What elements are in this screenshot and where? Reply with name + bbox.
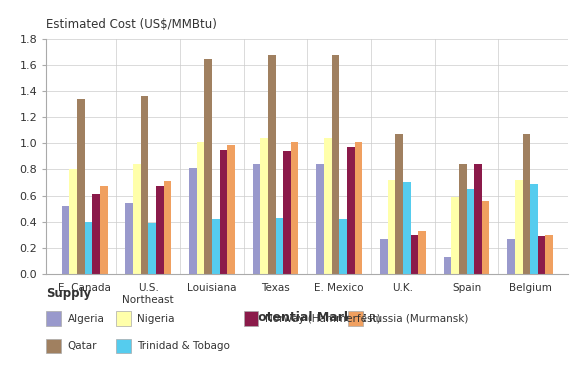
Bar <box>451 197 459 274</box>
Bar <box>268 55 276 274</box>
Bar <box>403 183 411 274</box>
Bar <box>482 201 490 274</box>
Text: Qatar: Qatar <box>68 341 97 351</box>
Bar <box>189 168 197 274</box>
Bar <box>253 164 260 274</box>
Text: Nigeria: Nigeria <box>137 314 175 324</box>
Bar <box>283 151 291 274</box>
Bar <box>347 147 354 274</box>
Bar <box>459 164 466 274</box>
Bar <box>380 239 387 274</box>
Bar <box>523 134 530 274</box>
Bar <box>100 187 107 274</box>
Text: Norway (Hammerfest): Norway (Hammerfest) <box>265 314 380 324</box>
Bar <box>508 239 515 274</box>
Bar <box>354 142 362 274</box>
Text: Algeria: Algeria <box>68 314 105 324</box>
Bar <box>140 97 148 274</box>
Bar <box>164 181 171 274</box>
Bar <box>212 219 220 274</box>
Bar <box>466 189 474 274</box>
Bar <box>276 218 283 274</box>
Bar <box>339 219 347 274</box>
Bar <box>530 184 538 274</box>
Text: Trinidad & Tobago: Trinidad & Tobago <box>137 341 230 351</box>
Bar <box>545 235 553 274</box>
Bar <box>61 206 70 274</box>
Text: Supply: Supply <box>46 287 92 300</box>
Bar <box>418 231 426 274</box>
Bar <box>77 99 85 274</box>
Bar <box>291 142 299 274</box>
Bar <box>85 222 92 274</box>
Bar <box>133 164 140 274</box>
Bar <box>260 138 268 274</box>
Bar <box>148 223 156 274</box>
Bar <box>411 235 418 274</box>
Bar <box>538 236 545 274</box>
X-axis label: Potential Market: Potential Market <box>249 310 366 324</box>
Bar <box>474 164 482 274</box>
Bar <box>227 145 235 274</box>
Bar <box>395 134 403 274</box>
Bar <box>387 180 395 274</box>
Bar <box>515 180 523 274</box>
Bar <box>444 257 451 274</box>
Bar <box>197 142 204 274</box>
Bar <box>70 169 77 274</box>
Bar <box>324 138 332 274</box>
Text: Russia (Murmansk): Russia (Murmansk) <box>369 314 469 324</box>
Bar <box>125 203 133 274</box>
Bar <box>316 164 324 274</box>
Bar <box>204 59 212 274</box>
Text: Estimated Cost (US$/MMBtu): Estimated Cost (US$/MMBtu) <box>46 18 218 31</box>
Bar <box>92 194 100 274</box>
Bar <box>156 187 164 274</box>
Bar <box>220 150 227 274</box>
Bar <box>332 55 339 274</box>
